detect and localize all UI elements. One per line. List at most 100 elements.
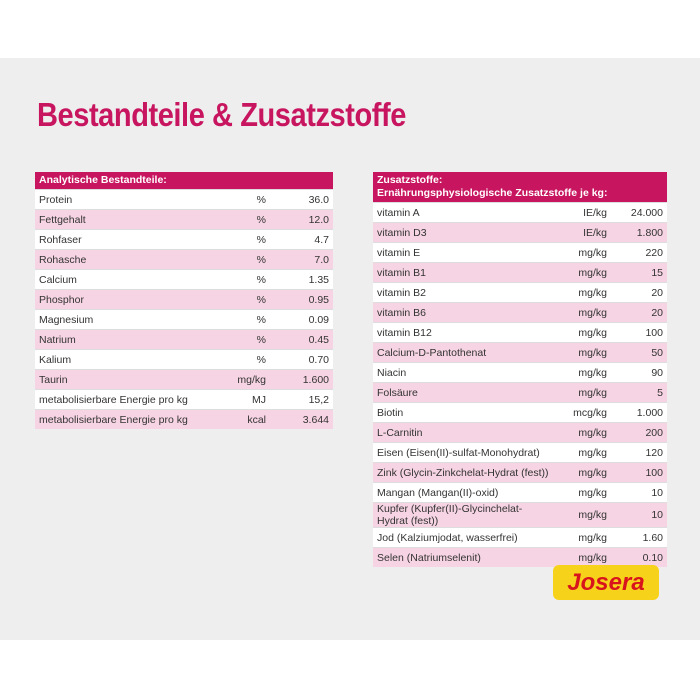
unit-cell: % bbox=[210, 289, 270, 310]
table-row: vitamin B6 mg/kg 20 bbox=[373, 302, 667, 323]
name-cell: Jod (Kalziumjodat, wasserfrei) bbox=[373, 527, 553, 548]
value-cell: 1.60 bbox=[611, 527, 667, 548]
name-cell: Taurin bbox=[35, 369, 210, 390]
unit-cell: mg/kg bbox=[553, 302, 611, 323]
table-row: vitamin B2 mg/kg 20 bbox=[373, 282, 667, 303]
table-row: Selen (Natriumselenit) mg/kg 0.10 bbox=[373, 547, 667, 567]
value-cell: 0.95 bbox=[270, 289, 333, 310]
table-row: vitamin B1 mg/kg 15 bbox=[373, 262, 667, 283]
value-cell: 3.644 bbox=[270, 409, 333, 429]
value-cell: 0.45 bbox=[270, 329, 333, 350]
table-row: L-Carnitin mg/kg 200 bbox=[373, 422, 667, 443]
left-table: Analytische Bestandteile: Protein% 36.0 Fe… bbox=[35, 172, 333, 429]
value-cell: 1.35 bbox=[270, 269, 333, 290]
unit-cell: mcg/kg bbox=[553, 402, 611, 423]
table-row: Protein% 36.0 bbox=[35, 189, 333, 210]
name-cell: Zink (Glycin-Zinkchelat-Hydrat (fest)) bbox=[373, 462, 553, 483]
name-cell: vitamin D3 bbox=[373, 222, 553, 243]
value-cell: 15,2 bbox=[270, 389, 333, 410]
table-row: Kupfer (Kupfer(II)-Glycinchelat-Hydrat (… bbox=[373, 502, 667, 528]
table-header: Analytische Bestandteile: bbox=[35, 172, 333, 190]
table-row: Jod (Kalziumjodat, wasserfrei) mg/kg 1.60 bbox=[373, 527, 667, 548]
value-cell: 1.800 bbox=[611, 222, 667, 243]
unit-cell: % bbox=[210, 229, 270, 250]
unit-cell: % bbox=[210, 189, 270, 210]
unit-cell: mg/kg bbox=[553, 502, 611, 528]
table-row: vitamin D3 IE/kg 1.800 bbox=[373, 222, 667, 243]
value-cell: 0.70 bbox=[270, 349, 333, 370]
value-cell: 15 bbox=[611, 262, 667, 283]
name-cell: Rohasche bbox=[35, 249, 210, 270]
value-cell: 5 bbox=[611, 382, 667, 403]
table-row: Fettgehalt% 12.0 bbox=[35, 209, 333, 230]
unit-cell: mg/kg bbox=[553, 362, 611, 383]
table-row: Kalium% 0.70 bbox=[35, 349, 333, 370]
name-cell: metabolisierbare Energie pro kg bbox=[35, 409, 210, 429]
unit-cell: mg/kg bbox=[553, 442, 611, 463]
unit-cell: MJ bbox=[210, 389, 270, 410]
unit-cell: % bbox=[210, 349, 270, 370]
value-cell: 12.0 bbox=[270, 209, 333, 230]
table-row: Calcium-D-Pantothenat mg/kg 50 bbox=[373, 342, 667, 363]
unit-cell: mg/kg bbox=[553, 322, 611, 343]
unit-cell: % bbox=[210, 309, 270, 330]
name-cell: Eisen (Eisen(II)-sulfat-Monohydrat) bbox=[373, 442, 553, 463]
name-cell: Mangan (Mangan(II)-oxid) bbox=[373, 482, 553, 503]
value-cell: 120 bbox=[611, 442, 667, 463]
table-row: vitamin A IE/kg 24.000 bbox=[373, 202, 667, 223]
name-cell: Natrium bbox=[35, 329, 210, 350]
unit-cell: mg/kg bbox=[553, 547, 611, 567]
name-cell: Folsäure bbox=[373, 382, 553, 403]
value-cell: 100 bbox=[611, 322, 667, 343]
value-cell: 220 bbox=[611, 242, 667, 263]
unit-cell: mg/kg bbox=[553, 342, 611, 363]
unit-cell: mg/kg bbox=[210, 369, 270, 390]
right-table: Zusatzstoffe: Ernährungsphysiologische Zu… bbox=[373, 172, 667, 567]
value-cell: 90 bbox=[611, 362, 667, 383]
table-row: Mangan (Mangan(II)-oxid) mg/kg 10 bbox=[373, 482, 667, 503]
value-cell: 24.000 bbox=[611, 202, 667, 223]
table-row: Niacin mg/kg 90 bbox=[373, 362, 667, 383]
table-row: Taurin mg/kg 1.600 bbox=[35, 369, 333, 390]
unit-cell: % bbox=[210, 329, 270, 350]
value-cell: 36.0 bbox=[270, 189, 333, 210]
unit-cell: kcal bbox=[210, 409, 270, 429]
value-cell: 10 bbox=[611, 502, 667, 528]
unit-cell: mg/kg bbox=[553, 382, 611, 403]
table-header: Zusatzstoffe: Ernährungsphysiologische Zu… bbox=[373, 172, 667, 203]
unit-cell: mg/kg bbox=[553, 462, 611, 483]
unit-cell: IE/kg bbox=[553, 222, 611, 243]
name-cell: Phosphor bbox=[35, 289, 210, 310]
value-cell: 100 bbox=[611, 462, 667, 483]
value-cell: 20 bbox=[611, 282, 667, 303]
value-cell: 0.09 bbox=[270, 309, 333, 330]
value-cell: 7.0 bbox=[270, 249, 333, 270]
value-cell: 0.10 bbox=[611, 547, 667, 567]
name-cell: Kalium bbox=[35, 349, 210, 370]
value-cell: 1.600 bbox=[270, 369, 333, 390]
table-row: Calcium% 1.35 bbox=[35, 269, 333, 290]
table-row: Magnesium% 0.09 bbox=[35, 309, 333, 330]
name-cell: L-Carnitin bbox=[373, 422, 553, 443]
title: Bestandteile & Zusatzstoffe bbox=[37, 96, 406, 133]
unit-cell: mg/kg bbox=[553, 242, 611, 263]
unit-cell: % bbox=[210, 209, 270, 230]
name-cell: Magnesium bbox=[35, 309, 210, 330]
logo: Josera bbox=[553, 565, 659, 600]
table-row: Natrium% 0.45 bbox=[35, 329, 333, 350]
name-cell: vitamin E bbox=[373, 242, 553, 263]
name-cell: Fettgehalt bbox=[35, 209, 210, 230]
table-row: Rohfaser% 4.7 bbox=[35, 229, 333, 250]
table-row: Zink (Glycin-Zinkchelat-Hydrat (fest)) mg… bbox=[373, 462, 667, 483]
name-cell: Selen (Natriumselenit) bbox=[373, 547, 553, 567]
table-row: Biotin mcg/kg 1.000 bbox=[373, 402, 667, 423]
name-cell: Calcium-D-Pantothenat bbox=[373, 342, 553, 363]
table-row: Phosphor% 0.95 bbox=[35, 289, 333, 310]
name-cell: vitamin B12 bbox=[373, 322, 553, 343]
value-cell: 50 bbox=[611, 342, 667, 363]
table-row: vitamin B12 mg/kg 100 bbox=[373, 322, 667, 343]
table-row: Eisen (Eisen(II)-sulfat-Monohydrat) mg/kg… bbox=[373, 442, 667, 463]
table-row: metabolisierbare Energie pro kg kcal 3.644 bbox=[35, 409, 333, 429]
